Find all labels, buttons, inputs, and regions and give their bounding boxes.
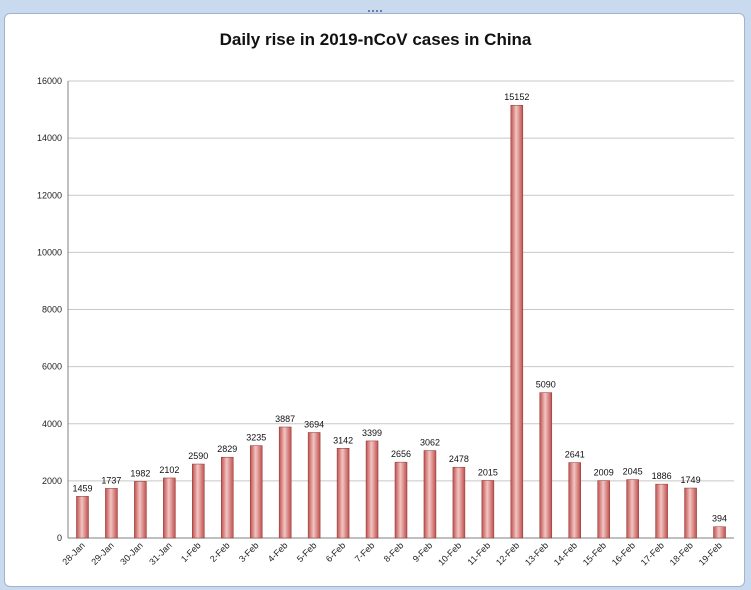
bar (452, 466, 466, 539)
data-labels: 1459 1737 1982 2102 2590 2829 3235 3887 3694 3142… (72, 92, 727, 524)
data-label: 1749 (681, 475, 701, 485)
bar (655, 483, 668, 539)
data-label: 1886 (652, 471, 672, 481)
x-tick-label: 5-Feb (295, 540, 319, 564)
data-label: 1459 (72, 483, 92, 493)
x-tick-label: 10-Feb (436, 540, 463, 567)
bar (134, 481, 147, 539)
bar (163, 477, 176, 539)
y-tick-label: 16000 (37, 76, 62, 86)
bar (423, 450, 437, 539)
x-tick-label: 29-Jan (89, 540, 116, 567)
top-resize-handle[interactable] (368, 10, 382, 15)
x-tick-label: 15-Feb (581, 540, 608, 567)
grid-lines (68, 80, 734, 482)
bar (597, 480, 610, 539)
bar (713, 526, 726, 539)
bar (192, 463, 205, 539)
data-label: 3887 (275, 414, 295, 424)
data-label: 3235 (246, 433, 266, 443)
y-tick-label: 0 (57, 533, 62, 543)
bar (365, 440, 379, 539)
data-label: 2590 (188, 451, 208, 461)
bar (626, 479, 639, 539)
data-label: 394 (712, 514, 727, 524)
data-label: 2015 (478, 467, 498, 477)
x-tick-label: 16-Feb (610, 540, 637, 567)
y-tick-label: 2000 (42, 476, 62, 486)
y-tick-label: 10000 (37, 247, 62, 257)
bars (76, 104, 726, 539)
x-tick-label: 3-Feb (237, 540, 261, 564)
x-tick-label: 11-Feb (466, 540, 493, 567)
y-tick-label: 14000 (37, 133, 62, 143)
x-tick-label: 31-Jan (147, 540, 174, 567)
x-tick-label: 18-Feb (668, 540, 695, 567)
data-label: 15152 (504, 92, 529, 102)
x-tick-label: 19-Feb (697, 540, 724, 567)
x-tick-label: 14-Feb (552, 540, 579, 567)
bar (76, 496, 89, 539)
x-tick-label: 2-Feb (208, 540, 232, 564)
bar (105, 488, 118, 539)
data-label: 2102 (159, 465, 179, 475)
x-tick-label: 7-Feb (353, 540, 377, 564)
x-tick-label: 6-Feb (324, 540, 348, 564)
data-label: 2045 (623, 467, 643, 477)
chart-title: Daily rise in 2019-nCoV cases in China (219, 30, 532, 49)
bar (394, 461, 408, 539)
bar (249, 445, 263, 539)
bar (307, 432, 321, 539)
data-label: 2656 (391, 449, 411, 459)
data-label: 1982 (130, 468, 150, 478)
bar (510, 104, 524, 539)
x-tick-label: 17-Feb (639, 540, 666, 567)
data-label: 3062 (420, 438, 440, 448)
x-tick-label: 12-Feb (494, 540, 521, 567)
x-tick-label: 8-Feb (382, 540, 406, 564)
data-label: 2478 (449, 454, 469, 464)
data-label: 3399 (362, 428, 382, 438)
y-tick-label: 6000 (42, 362, 62, 372)
data-label: 2641 (565, 450, 585, 460)
data-label: 3694 (304, 419, 324, 429)
x-tick-label: 1-Feb (179, 540, 203, 564)
y-tick-label: 8000 (42, 305, 62, 315)
x-tick-label: 28-Jan (60, 540, 87, 567)
x-tick-label: 4-Feb (266, 540, 290, 564)
bar (278, 426, 292, 539)
y-tick-label: 4000 (42, 419, 62, 429)
x-tick-label: 30-Jan (118, 540, 145, 567)
y-tick-label: 12000 (37, 190, 62, 200)
bar (336, 448, 350, 539)
x-tick-label: 13-Feb (523, 540, 550, 567)
data-label: 1737 (101, 475, 121, 485)
bar (568, 462, 581, 539)
bar (539, 392, 553, 539)
bar (481, 480, 495, 539)
x-tick-label: 9-Feb (411, 540, 435, 564)
data-label: 2009 (594, 468, 614, 478)
bar (684, 487, 697, 539)
data-label: 2829 (217, 444, 237, 454)
data-label: 5090 (536, 380, 556, 390)
data-label: 3142 (333, 435, 353, 445)
bar (221, 456, 234, 539)
